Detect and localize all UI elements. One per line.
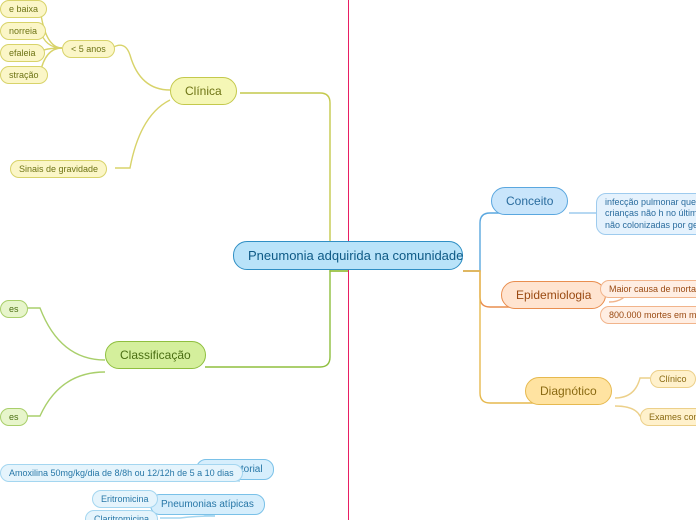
branch-pneumonias-atipicas[interactable]: Pneumonias atípicas bbox=[150, 494, 265, 515]
leaf-sinais-gravidade[interactable]: Sinais de gravidade bbox=[10, 160, 107, 178]
leaf-epi-1[interactable]: Maior causa de mortalidade em < 5 ano bbox=[600, 280, 696, 298]
leaf-norreia[interactable]: norreia bbox=[0, 22, 46, 40]
leaf-conceito-text[interactable]: infecção pulmonar que acomete crianças n… bbox=[596, 193, 696, 235]
leaf-diag-exames[interactable]: Exames complem bbox=[640, 408, 696, 426]
leaf-stracao[interactable]: stração bbox=[0, 66, 48, 84]
leaf-lt5anos[interactable]: < 5 anos bbox=[62, 40, 115, 58]
branch-conceito[interactable]: Conceito bbox=[491, 187, 568, 215]
leaf-epi-2[interactable]: 800.000 mortes em menores de 5 anos bbox=[600, 306, 696, 324]
leaf-ebaixa[interactable]: e baixa bbox=[0, 0, 47, 18]
branch-classificacao[interactable]: Classificação bbox=[105, 341, 206, 369]
leaf-eritromicina[interactable]: Eritromicina bbox=[92, 490, 158, 508]
branch-clinica[interactable]: Clínica bbox=[170, 77, 237, 105]
leaf-claritromicina[interactable]: Claritromicina bbox=[85, 510, 158, 520]
leaf-es-2[interactable]: es bbox=[0, 408, 28, 426]
root-node[interactable]: Pneumonia adquirida na comunidade bbox=[233, 241, 463, 270]
mindmap-canvas: Pneumonia adquirida na comunidade Clínic… bbox=[0, 0, 696, 520]
branch-epidemiologia[interactable]: Epidemiologia bbox=[501, 281, 606, 309]
leaf-efaleia[interactable]: efaleia bbox=[0, 44, 45, 62]
leaf-diag-clinico[interactable]: Clínico bbox=[650, 370, 696, 388]
branch-diagnostico[interactable]: Diagnótico bbox=[525, 377, 612, 405]
leaf-amoxilina[interactable]: Amoxilina 50mg/kg/dia de 8/8h ou 12/12h … bbox=[0, 464, 243, 482]
leaf-es-1[interactable]: es bbox=[0, 300, 28, 318]
